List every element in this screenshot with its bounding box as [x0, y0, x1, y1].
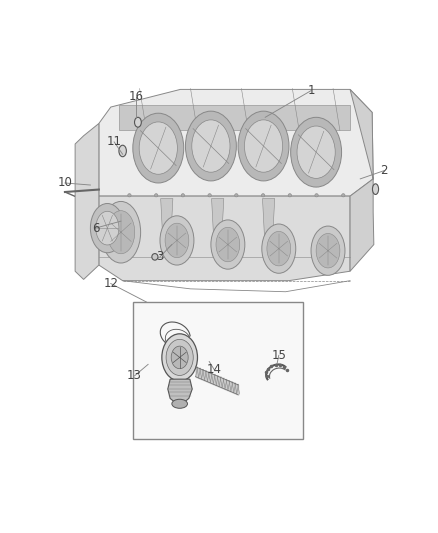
Ellipse shape — [172, 399, 187, 408]
Ellipse shape — [160, 216, 194, 265]
Ellipse shape — [288, 193, 292, 197]
Text: 11: 11 — [107, 135, 122, 148]
Text: 6: 6 — [92, 222, 99, 235]
Ellipse shape — [208, 193, 211, 197]
Text: 16: 16 — [129, 90, 144, 103]
Ellipse shape — [134, 117, 141, 127]
Polygon shape — [262, 199, 275, 251]
Ellipse shape — [181, 193, 184, 197]
Ellipse shape — [107, 211, 135, 254]
Text: 2: 2 — [380, 164, 388, 177]
Bar — [133, 302, 303, 440]
Ellipse shape — [133, 113, 184, 183]
Text: 15: 15 — [272, 349, 286, 362]
Ellipse shape — [101, 201, 141, 263]
Text: 1: 1 — [307, 84, 315, 97]
Polygon shape — [161, 199, 173, 251]
Ellipse shape — [316, 233, 340, 268]
Ellipse shape — [262, 224, 296, 273]
Ellipse shape — [162, 334, 198, 381]
Ellipse shape — [315, 193, 318, 197]
Ellipse shape — [166, 340, 193, 375]
Ellipse shape — [342, 193, 345, 197]
Ellipse shape — [311, 226, 345, 276]
Ellipse shape — [216, 227, 240, 262]
Ellipse shape — [267, 231, 291, 266]
Ellipse shape — [211, 220, 245, 269]
Polygon shape — [99, 90, 373, 196]
Polygon shape — [168, 379, 192, 402]
Ellipse shape — [291, 117, 342, 187]
Ellipse shape — [96, 211, 119, 245]
Ellipse shape — [119, 145, 127, 157]
Ellipse shape — [155, 193, 158, 197]
Polygon shape — [212, 199, 224, 251]
Ellipse shape — [244, 120, 283, 172]
Ellipse shape — [238, 111, 289, 181]
Polygon shape — [75, 124, 99, 279]
Ellipse shape — [165, 223, 189, 257]
Polygon shape — [99, 196, 350, 281]
Ellipse shape — [90, 204, 124, 253]
Ellipse shape — [128, 193, 131, 197]
Ellipse shape — [152, 254, 158, 260]
Ellipse shape — [297, 126, 335, 179]
Text: 14: 14 — [207, 363, 222, 376]
Ellipse shape — [372, 184, 378, 195]
Text: 13: 13 — [127, 369, 142, 382]
Ellipse shape — [171, 346, 188, 369]
Ellipse shape — [261, 193, 265, 197]
Polygon shape — [350, 90, 374, 271]
Ellipse shape — [139, 122, 177, 174]
Text: 12: 12 — [103, 277, 118, 290]
Ellipse shape — [185, 111, 237, 181]
Polygon shape — [119, 105, 350, 130]
Text: 3: 3 — [156, 251, 164, 263]
Text: 10: 10 — [57, 176, 72, 189]
Ellipse shape — [235, 193, 238, 197]
Ellipse shape — [192, 120, 230, 172]
